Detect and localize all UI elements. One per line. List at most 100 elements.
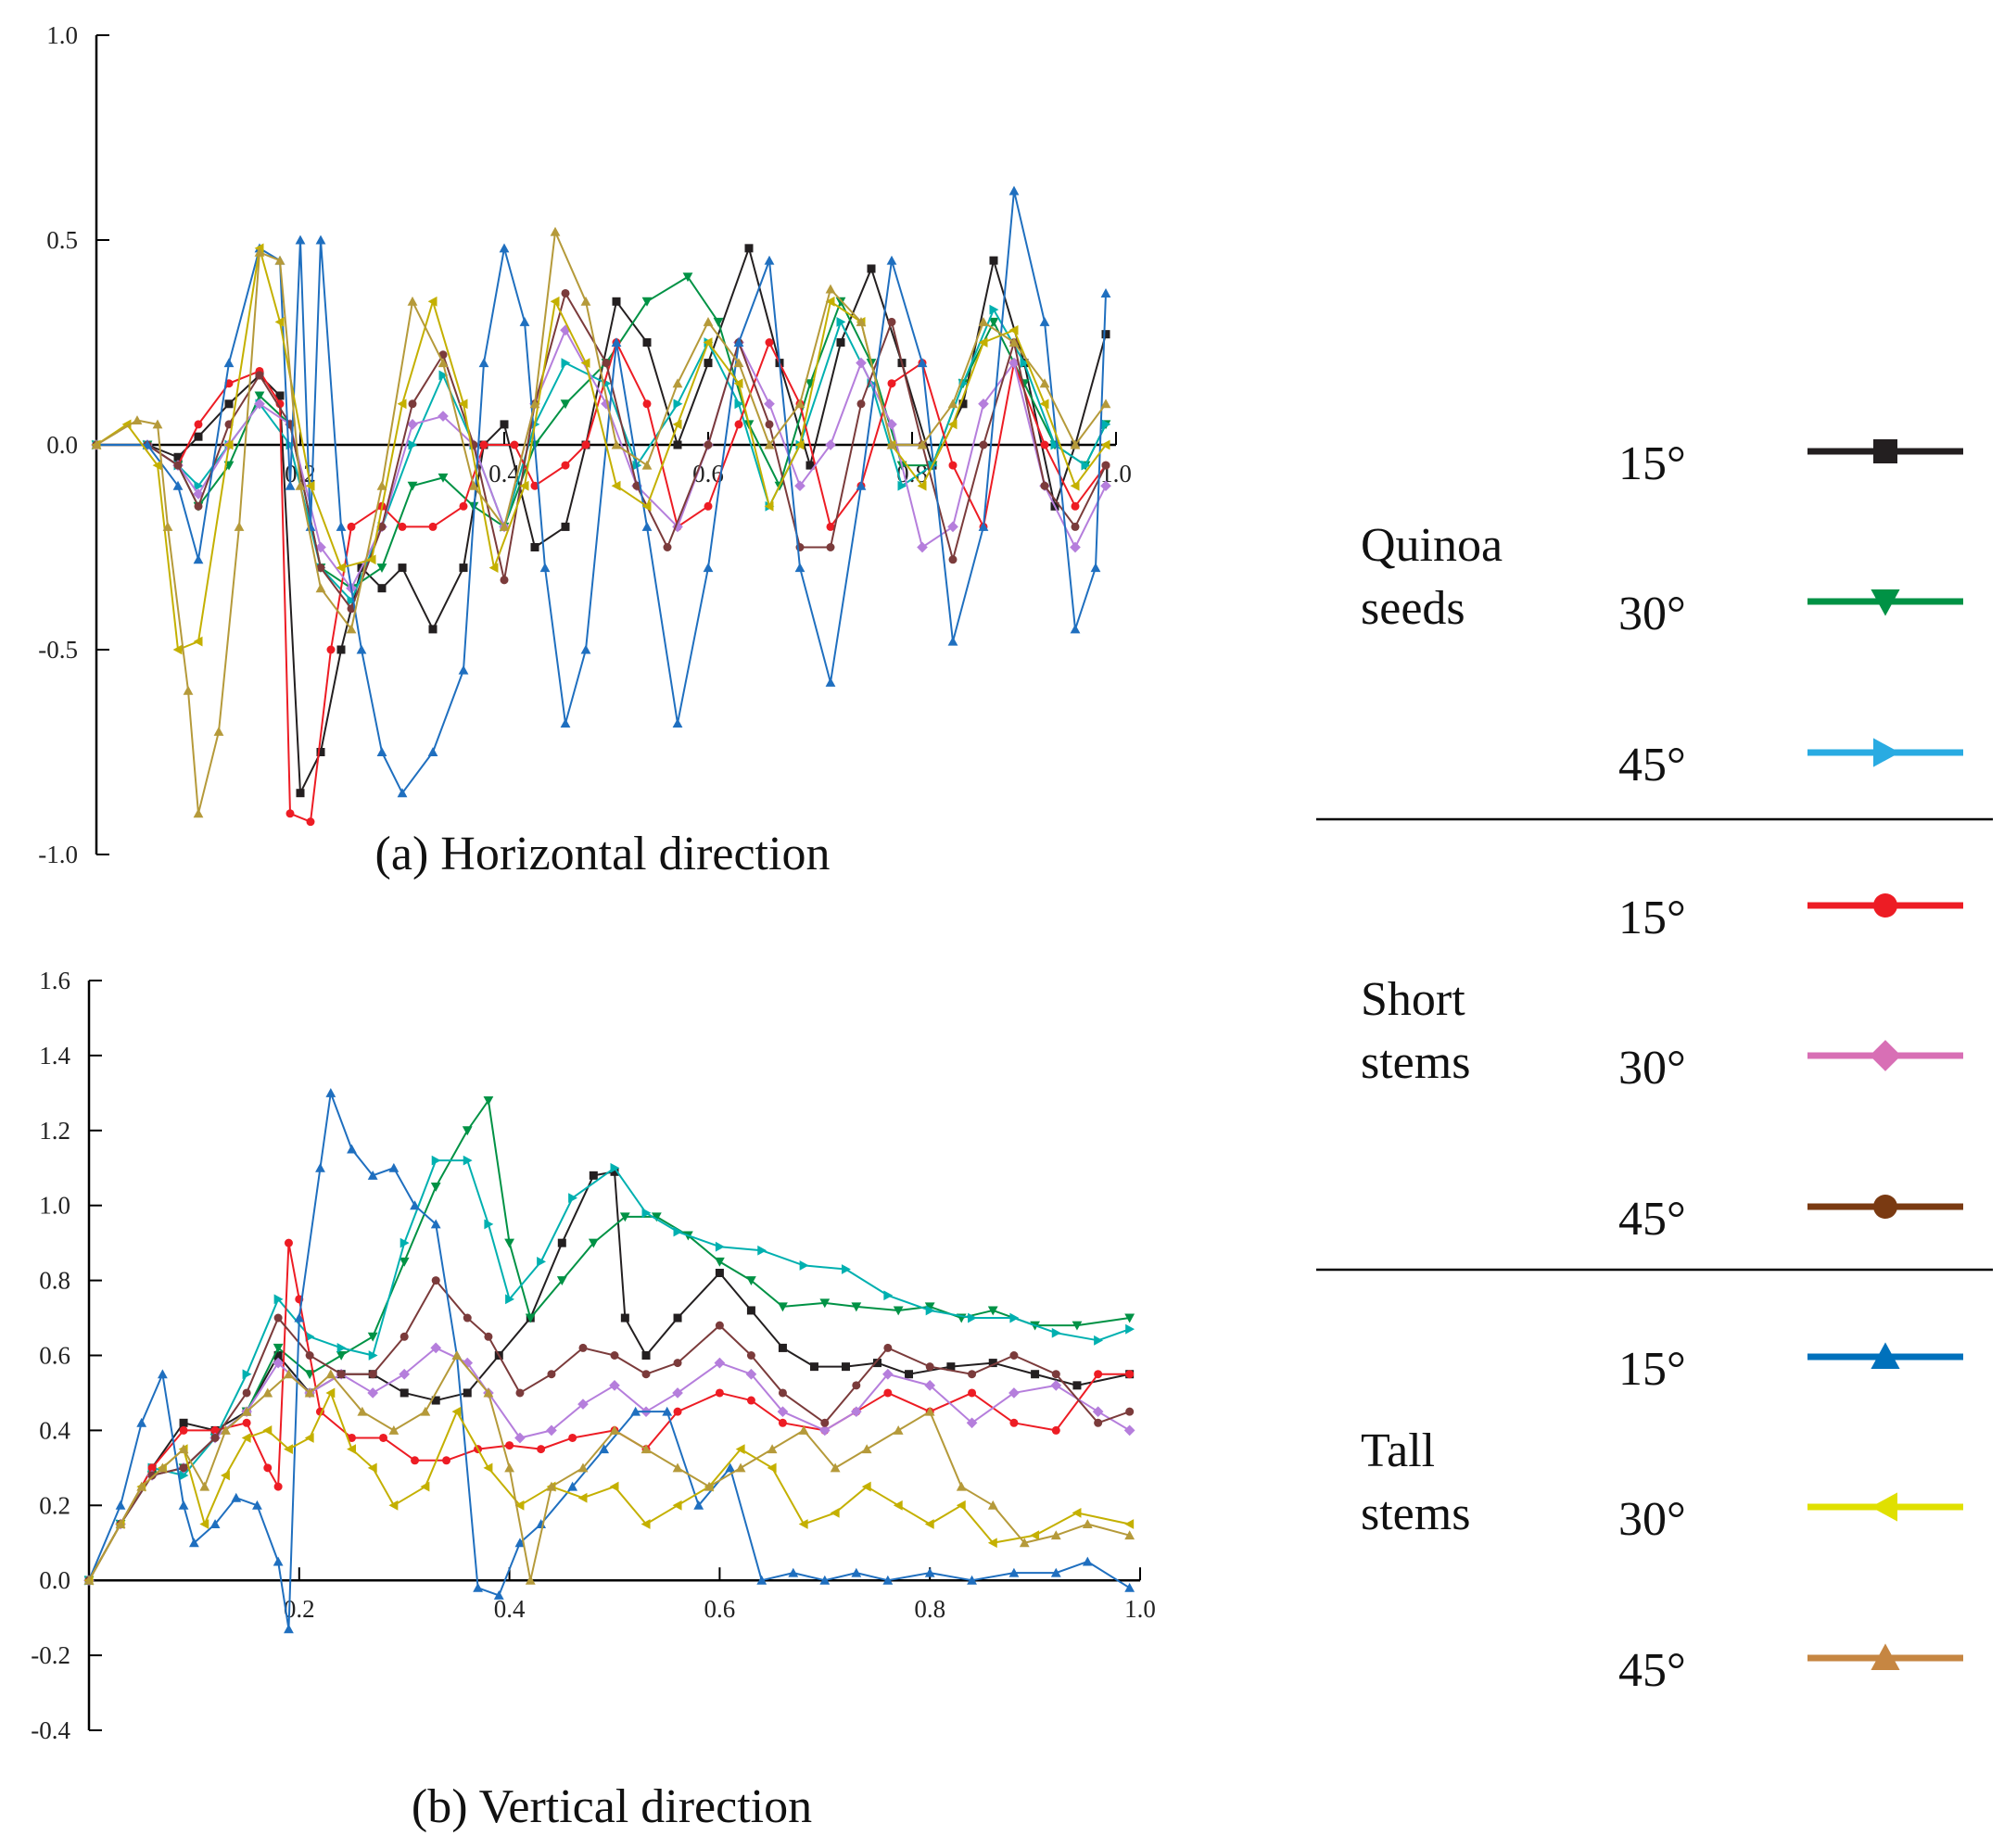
data-point — [305, 1351, 314, 1360]
data-point — [917, 541, 928, 553]
data-point — [399, 1257, 410, 1267]
data-point — [958, 399, 968, 409]
legend-angle-label: 45° — [1618, 1193, 1686, 1246]
data-point — [1051, 1370, 1060, 1379]
data-point — [577, 1492, 588, 1503]
data-point — [641, 1351, 651, 1360]
data-point — [1070, 439, 1081, 449]
data-point — [947, 521, 958, 533]
data-point — [1094, 1370, 1103, 1379]
data-point — [764, 500, 774, 512]
data-point — [398, 522, 407, 531]
data-point — [179, 1418, 188, 1427]
data-point — [178, 1444, 189, 1454]
data-point — [948, 555, 958, 564]
data-point — [947, 399, 958, 409]
data-point — [778, 1343, 787, 1352]
data-point — [715, 1269, 724, 1278]
data-point — [580, 644, 591, 654]
data-point — [819, 1575, 831, 1585]
data-point — [883, 1388, 893, 1398]
data-point — [488, 563, 499, 573]
data-point — [733, 358, 744, 368]
data-point — [136, 1417, 147, 1427]
data-point — [193, 808, 204, 818]
legend-angle-label: 30° — [1618, 1493, 1686, 1546]
data-point — [978, 337, 988, 348]
data-point — [194, 501, 203, 511]
data-point — [610, 1162, 620, 1173]
data-point — [1039, 378, 1050, 388]
data-point — [199, 1481, 210, 1491]
data-point — [557, 1238, 566, 1247]
data-point — [703, 337, 713, 348]
data-point — [567, 1481, 578, 1491]
data-point — [1071, 501, 1080, 511]
data-point — [530, 543, 539, 551]
data-point — [893, 1425, 904, 1435]
legend-marker — [1873, 1195, 1897, 1219]
data-point — [764, 398, 775, 410]
data-point — [514, 1432, 526, 1444]
legend-group-label: seeds — [1361, 582, 1465, 635]
data-point — [805, 461, 815, 470]
data-point — [451, 1350, 463, 1360]
data-point — [619, 1212, 630, 1222]
data-point — [836, 317, 846, 327]
data-point — [764, 439, 775, 449]
data-point — [836, 338, 845, 347]
data-point — [273, 1351, 283, 1360]
data-point — [254, 398, 265, 410]
data-point — [746, 1396, 755, 1405]
data-point — [577, 1462, 589, 1473]
legend-marker — [1870, 1040, 1901, 1071]
data-point — [924, 1567, 935, 1577]
data-point — [178, 1500, 189, 1510]
data-point — [1125, 1323, 1135, 1335]
plot-area-vertical: 1.61.41.21.00.80.60.40.20.0-0.2-0.40.2 0.… — [31, 967, 1156, 1744]
data-point — [835, 297, 846, 307]
data-point — [1123, 1424, 1135, 1437]
data-point — [514, 1538, 526, 1548]
data-point — [1125, 1407, 1135, 1416]
data-point — [867, 264, 876, 273]
data-point — [194, 480, 204, 491]
data-point — [966, 1417, 978, 1429]
data-point — [366, 554, 376, 565]
data-point — [194, 420, 203, 429]
legend-group-label: Tall — [1361, 1424, 1435, 1477]
data-point — [809, 1362, 818, 1372]
data-point — [672, 1462, 683, 1473]
data-point — [746, 1306, 755, 1315]
data-point — [641, 500, 652, 512]
legend-entry: 45° — [1618, 1193, 1963, 1246]
data-point — [778, 1388, 787, 1398]
data-point — [505, 1441, 514, 1450]
y-tick-label-horizontal: 1.0 — [46, 21, 78, 49]
data-point — [588, 1238, 599, 1248]
data-point — [672, 718, 683, 728]
series-line — [95, 247, 1107, 651]
data-point — [537, 1256, 547, 1267]
data-point — [672, 378, 683, 388]
series-vertical-6 — [83, 1087, 1135, 1634]
data-point — [263, 1463, 273, 1473]
data-point — [336, 645, 346, 654]
data-point — [578, 1343, 588, 1352]
data-point — [242, 1369, 252, 1380]
data-point — [315, 1162, 325, 1172]
legend-entry: 30° — [1618, 1492, 1963, 1546]
data-point — [376, 563, 387, 573]
data-point — [83, 1575, 95, 1585]
data-point — [798, 1425, 809, 1435]
data-point — [224, 399, 234, 409]
y-tick-label-vertical: 1.0 — [39, 1192, 70, 1220]
data-point — [1051, 1327, 1061, 1338]
series-vertical-1 — [83, 1095, 1135, 1586]
data-point — [641, 1208, 652, 1219]
data-point — [641, 297, 653, 307]
data-point — [254, 391, 265, 401]
data-point — [326, 645, 336, 654]
data-point — [210, 1433, 220, 1442]
